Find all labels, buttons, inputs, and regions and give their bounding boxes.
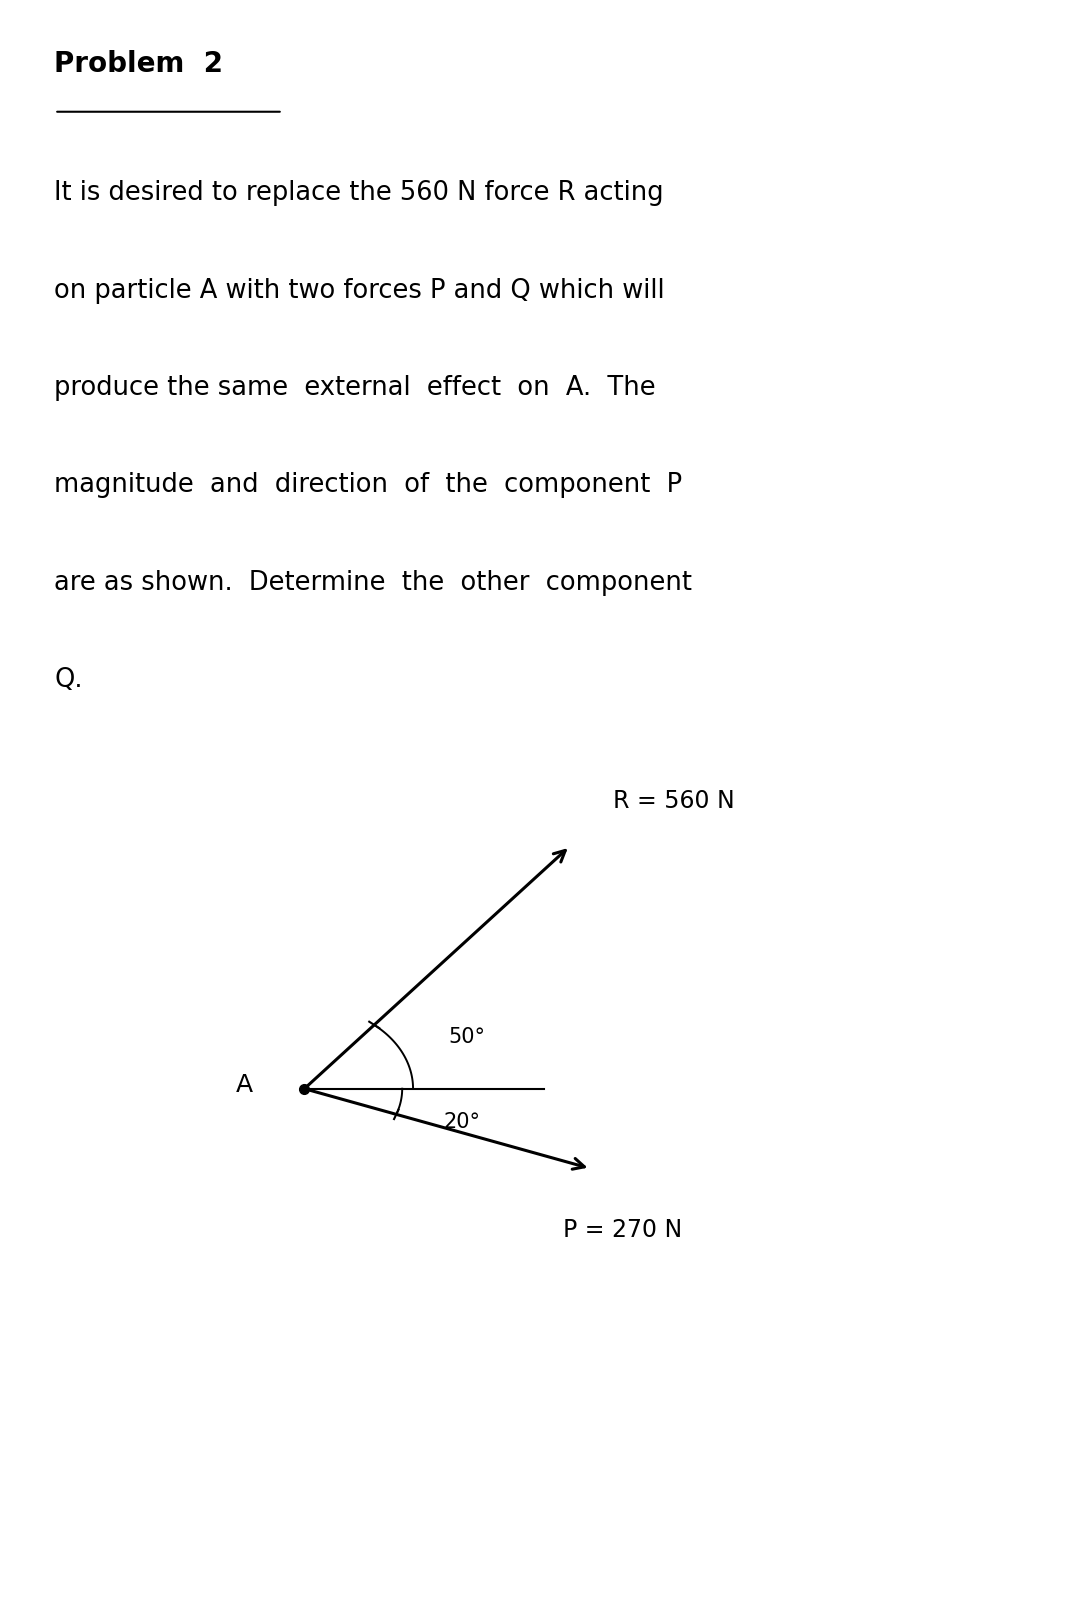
- Text: P = 270 N: P = 270 N: [563, 1219, 683, 1243]
- Text: are as shown.  Determine  the  other  component: are as shown. Determine the other compon…: [54, 569, 692, 596]
- Text: produce the same  external  effect  on  A.  The: produce the same external effect on A. T…: [54, 375, 655, 400]
- Text: on particle A with two forces P and Q which will: on particle A with two forces P and Q wh…: [54, 277, 665, 303]
- Text: Q.: Q.: [54, 666, 83, 692]
- Text: Problem  2: Problem 2: [54, 50, 223, 78]
- Text: A: A: [236, 1073, 253, 1096]
- Text: It is desired to replace the 560 N force R acting: It is desired to replace the 560 N force…: [54, 179, 664, 207]
- Text: 20°: 20°: [443, 1112, 480, 1131]
- Text: magnitude  and  direction  of  the  component  P: magnitude and direction of the component…: [54, 473, 683, 498]
- Text: R = 560 N: R = 560 N: [613, 788, 735, 812]
- Text: 50°: 50°: [448, 1027, 485, 1048]
